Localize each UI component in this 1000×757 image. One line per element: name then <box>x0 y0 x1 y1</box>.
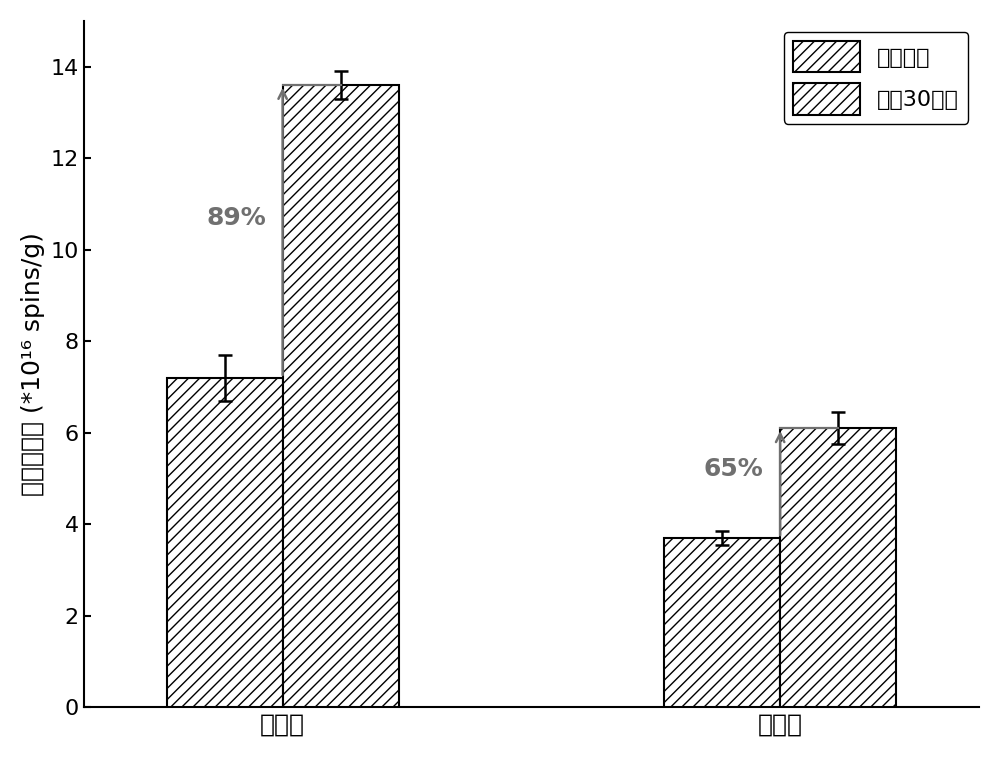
Bar <box>283 85 399 707</box>
Legend: 新鲜焦油, 放罒30天后: 新鲜焦油, 放罒30天后 <box>784 32 968 123</box>
Y-axis label: 自由基浓度 (*10¹⁶ spins/g): 自由基浓度 (*10¹⁶ spins/g) <box>21 232 45 496</box>
Bar <box>664 538 780 707</box>
Bar <box>780 428 896 707</box>
Bar <box>167 378 283 707</box>
Text: 65%: 65% <box>704 457 764 481</box>
Text: 89%: 89% <box>206 206 266 229</box>
